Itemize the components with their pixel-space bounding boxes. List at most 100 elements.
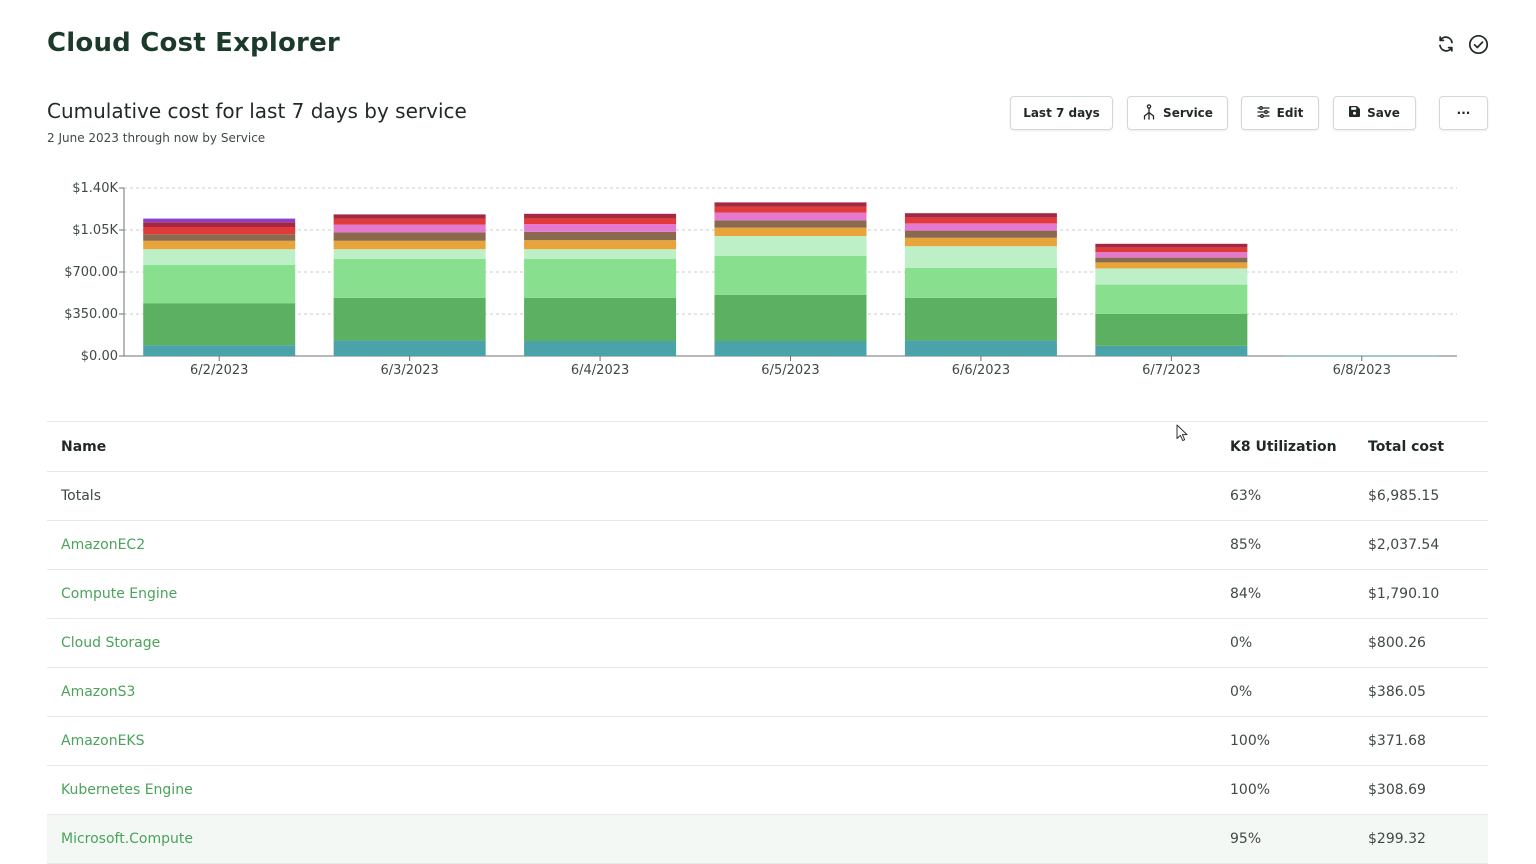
bar-segment xyxy=(143,222,296,227)
bar-segment xyxy=(333,224,486,233)
edit-label: Edit xyxy=(1276,106,1304,120)
bar-segment xyxy=(714,294,867,341)
y-tick-label: $1.05K xyxy=(72,223,118,238)
sliders-icon xyxy=(1257,105,1270,121)
bar-segment xyxy=(1095,257,1248,263)
service-cost: $2,037.54 xyxy=(1368,537,1440,553)
service-cost: $308.69 xyxy=(1368,782,1426,798)
table-header: Name K8 Utilization Total cost xyxy=(47,421,1488,472)
service-cost: $299.32 xyxy=(1368,831,1426,847)
totals-row: Totals 63% $6,985.15 xyxy=(47,472,1488,521)
bar-segment xyxy=(1095,314,1248,346)
aggregate-by-label: Service xyxy=(1163,106,1213,120)
bar-segment xyxy=(1095,284,1248,314)
bar-segment xyxy=(524,224,677,232)
mouse-pointer-icon xyxy=(1176,424,1188,446)
x-tick-label: 6/8/2023 xyxy=(1333,363,1391,378)
y-tick-label: $1.40K xyxy=(72,181,118,196)
column-header-name[interactable]: Name xyxy=(61,439,107,455)
bar-segment xyxy=(333,240,486,250)
bar-segment xyxy=(714,227,867,236)
bar-segment xyxy=(333,249,486,259)
more-options-button[interactable]: ··· xyxy=(1439,96,1488,130)
service-name-link[interactable]: Microsoft.Compute xyxy=(61,831,194,847)
table-row[interactable]: AmazonS3 0% $386.05 xyxy=(47,668,1488,717)
service-name-link[interactable]: Compute Engine xyxy=(61,586,178,602)
report-subtitle: 2 June 2023 through now by Service xyxy=(47,131,266,145)
service-cost: $386.05 xyxy=(1368,684,1426,700)
table-row[interactable]: Compute Engine 84% $1,790.10 xyxy=(47,570,1488,619)
bar-segment xyxy=(1095,268,1248,285)
bar-segment xyxy=(524,341,677,356)
bar-segment xyxy=(1095,262,1248,269)
column-header-k8-utilization[interactable]: K8 Utilization xyxy=(1230,439,1337,455)
service-utilization: 95% xyxy=(1230,831,1262,847)
y-tick-label: $0.00 xyxy=(81,349,118,364)
service-name-link[interactable]: AmazonS3 xyxy=(61,684,136,700)
service-utilization: 0% xyxy=(1230,635,1253,651)
bar-segment xyxy=(1095,247,1248,253)
totals-label: Totals xyxy=(61,488,101,504)
x-tick-label: 6/3/2023 xyxy=(380,363,438,378)
bar-segment xyxy=(714,212,867,221)
x-tick-label: 6/5/2023 xyxy=(761,363,819,378)
bar-segment xyxy=(904,267,1057,298)
bar-segment xyxy=(904,213,1057,218)
bar-segment xyxy=(143,227,296,235)
bar-segment xyxy=(524,258,677,298)
service-name-link[interactable]: Cloud Storage xyxy=(61,635,161,651)
y-tick-label: $700.00 xyxy=(64,265,118,280)
bar-segment xyxy=(524,213,677,218)
refresh-icon[interactable] xyxy=(1435,33,1457,55)
bar-segment xyxy=(143,345,296,356)
bar-segment xyxy=(714,255,867,295)
bar-segment xyxy=(714,220,867,228)
bar-segment xyxy=(1095,252,1248,258)
cost-table: Name K8 Utilization Total cost Totals 63… xyxy=(47,421,1488,864)
x-tick-label: 6/2/2023 xyxy=(190,363,248,378)
service-cost: $800.26 xyxy=(1368,635,1426,651)
bar-segment xyxy=(714,202,867,207)
table-row[interactable]: AmazonEC2 85% $2,037.54 xyxy=(47,521,1488,570)
bar-segment xyxy=(143,240,296,250)
bar-segment xyxy=(904,237,1057,247)
table-row[interactable]: Cloud Storage 0% $800.26 xyxy=(47,619,1488,668)
service-name-link[interactable]: AmazonEKS xyxy=(61,733,145,749)
bar-segment xyxy=(333,340,486,356)
service-name-link[interactable]: Kubernetes Engine xyxy=(61,782,193,798)
aggregate-by-button[interactable]: Service xyxy=(1127,96,1228,130)
bar-segment xyxy=(1095,243,1248,248)
bar-segment xyxy=(524,249,677,259)
x-tick-label: 6/4/2023 xyxy=(571,363,629,378)
report-title: Cumulative cost for last 7 days by servi… xyxy=(47,99,467,123)
bar-segment xyxy=(333,258,486,298)
more-label: ··· xyxy=(1456,106,1471,120)
service-utilization: 85% xyxy=(1230,537,1262,553)
bar-segment xyxy=(904,340,1057,356)
service-name-link[interactable]: AmazonEC2 xyxy=(61,537,146,553)
bar-segment xyxy=(524,240,677,250)
save-button[interactable]: Save xyxy=(1333,96,1416,130)
totals-utilization: 63% xyxy=(1230,488,1262,504)
bar-segment xyxy=(904,297,1057,341)
x-tick-label: 6/6/2023 xyxy=(952,363,1010,378)
bar-segment xyxy=(333,218,486,225)
date-range-button[interactable]: Last 7 days xyxy=(1010,96,1113,130)
bar-segment xyxy=(524,297,677,341)
date-range-label: Last 7 days xyxy=(1023,106,1100,120)
table-row[interactable]: AmazonEKS 100% $371.68 xyxy=(47,717,1488,766)
bar-segment xyxy=(143,249,296,265)
bar-segment xyxy=(524,218,677,224)
bar-segment xyxy=(333,214,486,219)
table-row[interactable]: Kubernetes Engine 100% $308.69 xyxy=(47,766,1488,815)
edit-button[interactable]: Edit xyxy=(1241,96,1319,130)
column-header-total-cost[interactable]: Total cost xyxy=(1368,439,1445,455)
check-circle-icon[interactable] xyxy=(1467,33,1489,55)
table-row[interactable]: Microsoft.Compute 95% $299.32 xyxy=(47,815,1488,864)
y-tick-label: $350.00 xyxy=(64,307,118,322)
bar-segment xyxy=(143,264,296,304)
service-cost: $1,790.10 xyxy=(1368,586,1440,602)
service-utilization: 0% xyxy=(1230,684,1253,700)
bar-segment xyxy=(904,217,1057,224)
bar-segment xyxy=(714,236,867,256)
